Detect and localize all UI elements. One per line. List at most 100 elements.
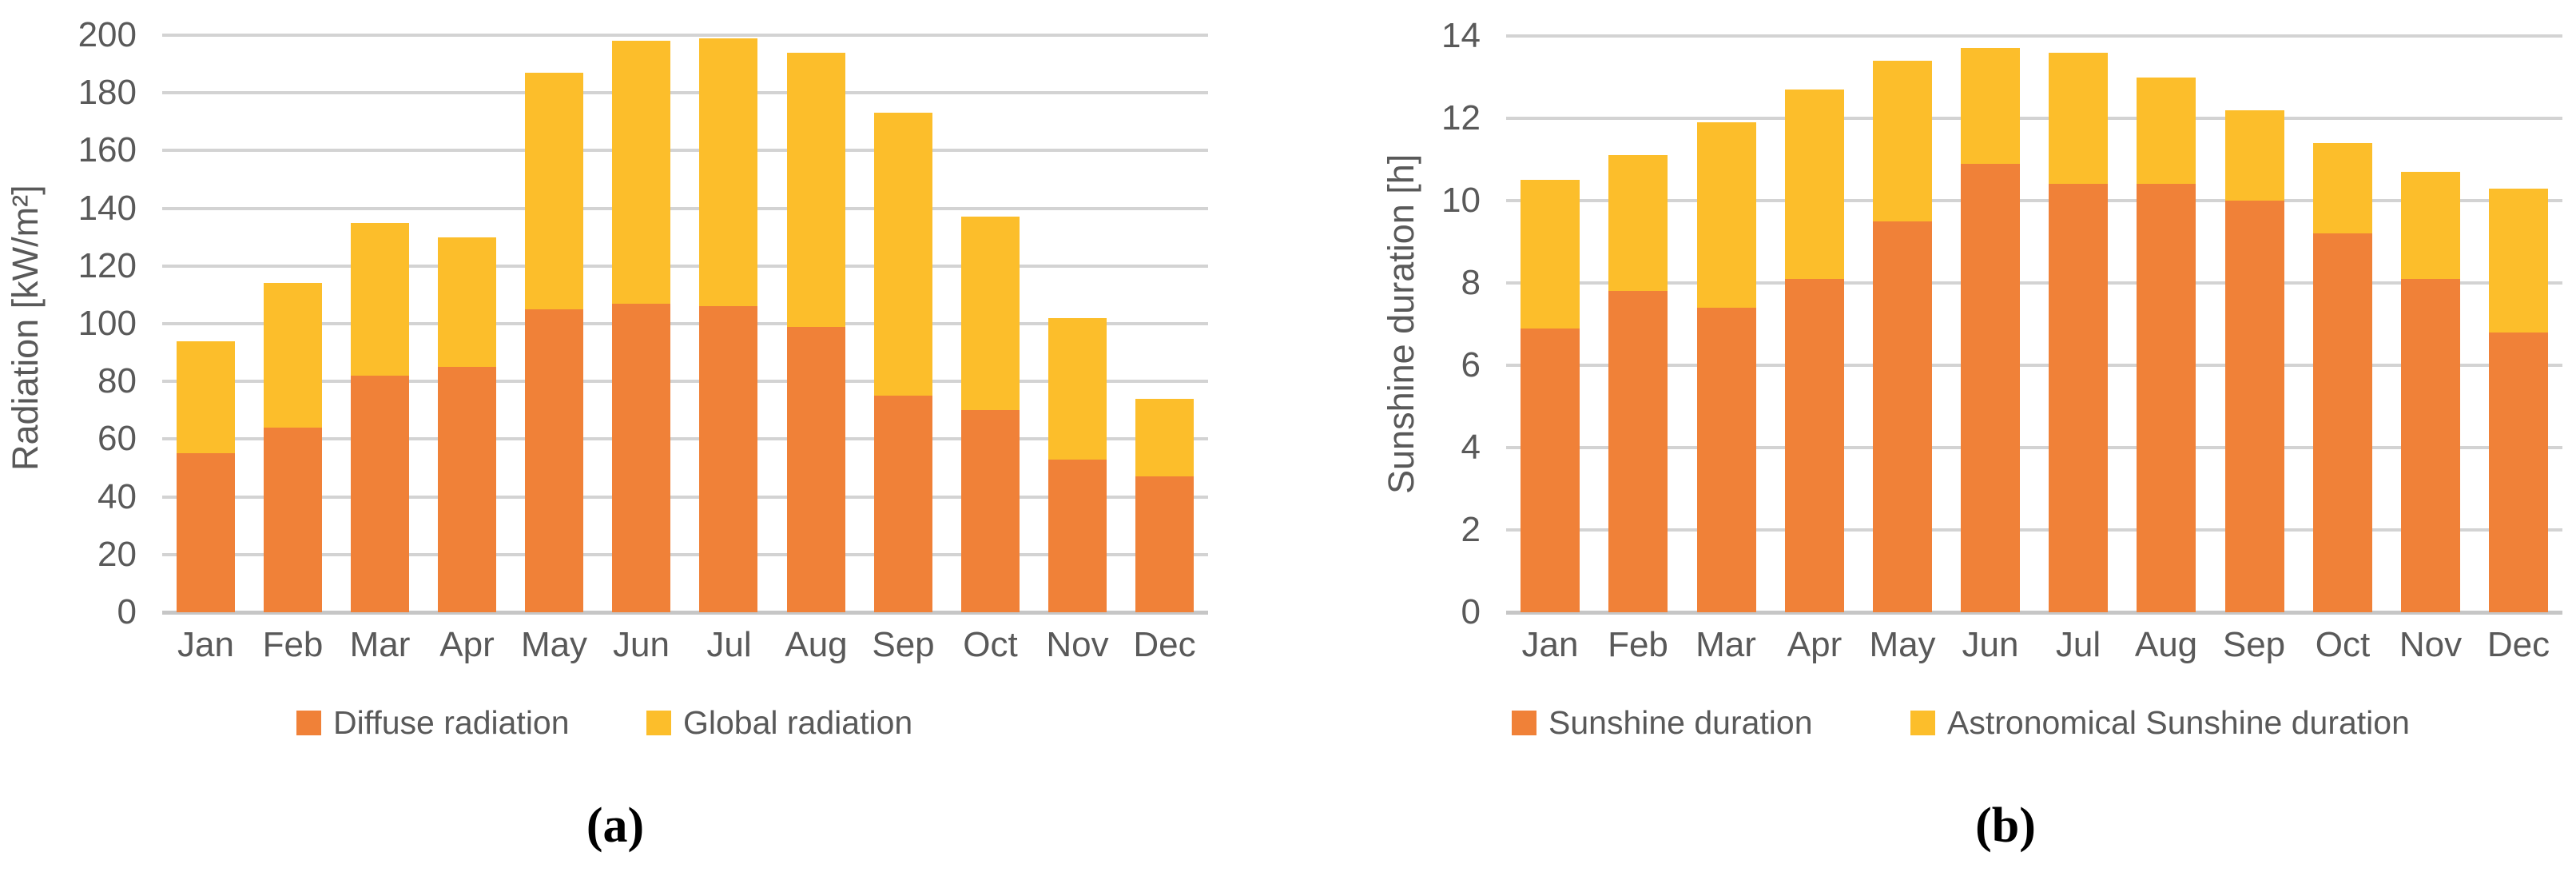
bar-segment-series-1 [787,52,845,327]
bar-segment-series-1 [2049,52,2108,185]
legend-label: Sunshine duration [1548,704,1813,741]
stacked-bar-nov [2401,36,2460,612]
bar-segment-series-1 [438,237,496,368]
h-gridline [162,496,1208,499]
diffuse-radiation-swatch-icon [296,710,321,735]
legend-label: Diffuse radiation [333,704,570,741]
bar-segment-series-0 [1521,328,1580,612]
stacked-bar-feb [1608,36,1668,612]
y-tick-label: 8 [1461,263,1481,302]
x-tick-label-jul: Jul [706,625,752,664]
bar-segment-series-0 [1873,221,1932,612]
x-tick-label-feb: Feb [262,625,324,664]
bar-segment-series-1 [961,217,1020,411]
bar-segment-series-1 [1048,317,1107,460]
x-tick-label-aug: Aug [2134,625,2198,664]
bar-segment-series-0 [961,410,1020,612]
bar-segment-series-1 [699,38,757,307]
stacked-bar-apr [1785,36,1844,612]
radiation-chart: Radiation [kW/m²] Diffuse radiation Glob… [5,18,1208,853]
bar-segment-series-0 [1961,163,2020,612]
x-tick-label-jun: Jun [613,625,670,664]
h-gridline [1506,34,2562,38]
h-gridline [1506,117,2562,120]
y-tick-label: 10 [1441,181,1481,220]
x-tick-label-apr: Apr [1787,625,1843,664]
h-gridline [162,380,1208,383]
legend-item-global-radiation: Global radiation [646,705,912,740]
bar-segment-series-0 [2489,332,2548,612]
y-tick-label: 180 [78,73,137,112]
y-tick-label: 40 [97,477,137,516]
bar-segment-series-1 [874,113,932,396]
bar-segment-series-1 [2225,110,2284,201]
bar-segment-series-0 [787,326,845,612]
x-tick-label-feb: Feb [1608,625,1668,664]
x-axis-line [1506,611,2562,615]
bar-segment-series-0 [1135,476,1194,612]
sunshine-duration-swatch-icon [1512,710,1536,735]
global-radiation-swatch-icon [646,710,671,735]
stacked-bar-jan [1521,36,1580,612]
bar-segment-series-1 [351,222,409,376]
bar-segment-series-1 [1961,48,2020,164]
x-tick-label-jan: Jan [177,625,234,664]
stacked-bar-may [525,35,583,612]
y-tick-label: 60 [97,419,137,458]
stacked-bar-jul [2049,36,2108,612]
h-gridline [1506,199,2562,202]
x-tick-label-sep: Sep [2222,625,2286,664]
bar-segment-series-1 [1873,60,1932,221]
bar-segment-series-1 [177,340,235,454]
bar-segment-series-0 [2049,184,2108,612]
stacked-bar-oct [961,35,1020,612]
y-tick-label: 12 [1441,98,1481,137]
stacked-bar-sep [874,35,932,612]
h-gridline [162,322,1208,325]
legend-item-sunshine-duration: Sunshine duration [1512,705,1813,740]
bar-segment-series-1 [2137,77,2196,185]
y-tick-label: 100 [78,304,137,343]
bar-segment-series-0 [1785,278,1844,612]
bar-segment-series-0 [1048,459,1107,612]
stacked-bar-mar [351,35,409,612]
legend-item-astronomical-sunshine: Astronomical Sunshine duration [1910,705,2410,740]
y-tick-label: 2 [1461,510,1481,549]
h-gridline [1506,364,2562,367]
stacked-bar-sep [2225,36,2284,612]
x-tick-label-nov: Nov [2399,625,2463,664]
x-tick-label-dec: Dec [2487,625,2550,664]
y-tick-label: 80 [97,361,137,400]
bar-segment-series-0 [264,427,322,612]
x-tick-label-apr: Apr [439,625,495,664]
stacked-bar-jun [612,35,670,612]
stacked-bar-apr [438,35,496,612]
x-tick-label-mar: Mar [349,625,411,664]
y-tick-label: 160 [78,130,137,169]
legend-item-diffuse-radiation: Diffuse radiation [296,705,570,740]
bar-segment-series-1 [1608,155,1668,292]
panel-a-caption: (a) [586,798,645,853]
h-gridline [162,149,1208,152]
x-tick-label-jan: Jan [1521,625,1579,664]
y-tick-label: 120 [78,246,137,285]
stacked-bar-dec [1135,35,1194,612]
y-tick-label: 0 [1461,592,1481,631]
h-gridline [162,91,1208,94]
bar-segment-series-1 [525,72,583,309]
bar-segment-series-1 [2313,142,2372,234]
x-tick-label-jul: Jul [2055,625,2101,664]
bar-segment-series-0 [1697,307,1756,612]
stacked-bar-mar [1697,36,1756,612]
bar-segment-series-0 [177,453,235,612]
x-tick-label-oct: Oct [2315,625,2371,664]
y-tick-label: 6 [1461,345,1481,384]
x-tick-label-mar: Mar [1695,625,1756,664]
bar-segment-series-1 [2489,188,2548,333]
y-tick-label: 140 [78,189,137,228]
stacked-bar-aug [787,35,845,612]
stacked-bar-dec [2489,36,2548,612]
x-tick-label-dec: Dec [1133,625,1196,664]
legend-label: Global radiation [683,704,913,741]
stacked-bar-may [1873,36,1932,612]
